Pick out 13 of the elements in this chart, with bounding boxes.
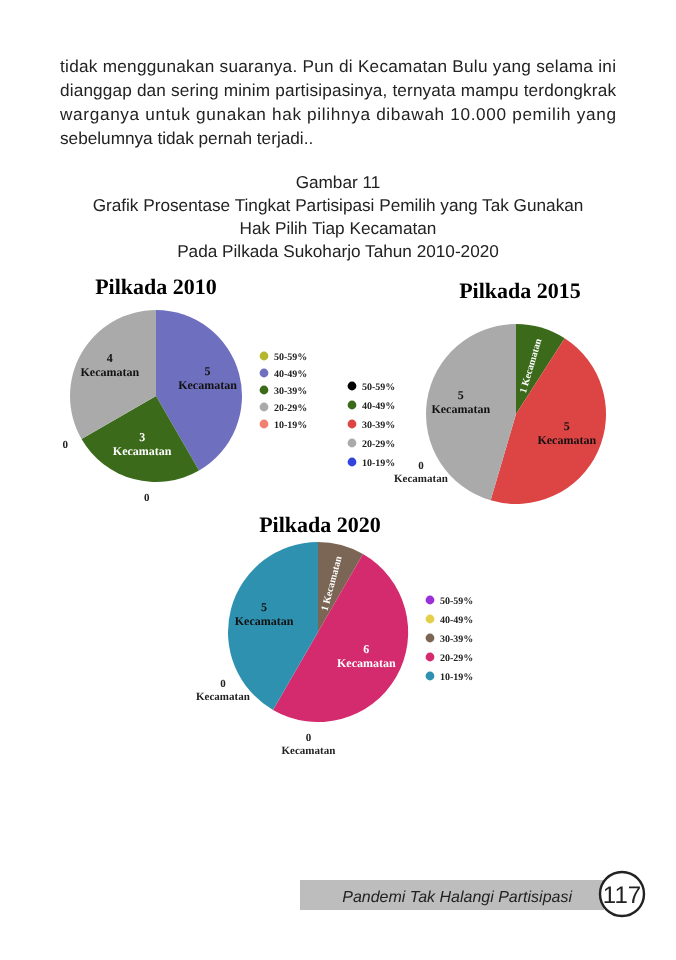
chart-title: Pilkada 2020	[259, 514, 382, 538]
text: Hak Pilih Tiap Kecamatan	[239, 218, 437, 238]
pie-slice	[70, 310, 156, 439]
pie-slice	[490, 338, 606, 504]
chart-title: Pilkada 2015	[459, 280, 582, 304]
text: tidak menggunakan suaranya. Pun di Kecamatan Bulu yang selama ini dianggap dan sering minim partisipasinya, ternyata mampu terdongkrak warganya untuk gunakan hak pilihnya dibawah 10.000 pemilih yang sebelumnya tidak pernah terjadi..	[58, 56, 618, 148]
chart-title: Pilkada 2010	[95, 276, 218, 300]
text: Grafik Prosentase Tingkat Partisipasi Pemilih yang Tak Gunakan	[92, 195, 584, 215]
text: Pandemi Tak Halangi Partisipasi	[342, 888, 573, 906]
text: 117	[602, 881, 642, 909]
text: Gambar 11	[295, 172, 381, 192]
pie-slice	[81, 396, 199, 482]
text: Pada Pilkada Sukoharjo Tahun 2010-2020	[177, 241, 500, 261]
